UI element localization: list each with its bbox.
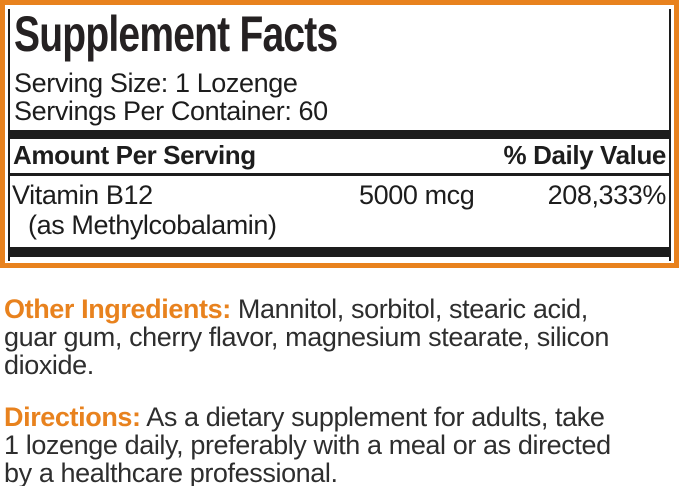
directions-label: Directions:	[4, 402, 141, 432]
table-row-vitamin-b12: Vitamin B12 5000 mcg 208,333%	[10, 182, 669, 209]
paragraph-line: dioxide.	[4, 350, 94, 380]
nutrient-name: Vitamin B12	[12, 180, 153, 210]
daily-value-header: % Daily Value	[503, 140, 667, 170]
thick-divider-bottom	[10, 247, 669, 257]
paragraph-line: by a healthcare professional.	[4, 458, 338, 486]
facts-header-row: Amount Per Serving % Daily Value	[10, 139, 669, 176]
servings-per-container-line: Servings Per Container: 60	[14, 96, 328, 126]
directions-paragraph: Directions: As a dietary supplement for …	[4, 403, 679, 486]
directions-text: As a dietary supplement for adults, take	[140, 402, 605, 432]
serving-size-line: Serving Size: 1 Lozenge	[14, 68, 298, 98]
paragraph-line: guar gum, cherry flavor, magnesium stear…	[4, 322, 609, 352]
nutrient-daily-value: 208,333%	[547, 180, 667, 210]
nutrient-amount: 5000 mcg	[359, 180, 475, 210]
paragraph-line: Other Ingredients: Mannitol, sorbitol, s…	[4, 295, 679, 323]
facts-title: Supplement Facts	[14, 6, 338, 62]
paragraph-line: 1 lozenge daily, preferably with a meal …	[4, 430, 611, 460]
supplement-facts-panel: Supplement Facts Serving Size: 1 Lozenge…	[0, 0, 679, 268]
thick-divider-top	[10, 130, 669, 139]
other-ingredients-text: Mannitol, sorbitol, stearic acid,	[230, 294, 588, 324]
other-ingredients-label: Other Ingredients:	[4, 294, 231, 324]
paragraph-line: Directions: As a dietary supplement for …	[4, 403, 679, 431]
nutrient-detail: (as Methylcobalamin)	[28, 210, 277, 240]
amount-per-serving-header: Amount Per Serving	[13, 140, 256, 170]
other-ingredients-paragraph: Other Ingredients: Mannitol, sorbitol, s…	[4, 295, 679, 379]
facts-inner-box: Supplement Facts Serving Size: 1 Lozenge…	[8, 9, 671, 261]
